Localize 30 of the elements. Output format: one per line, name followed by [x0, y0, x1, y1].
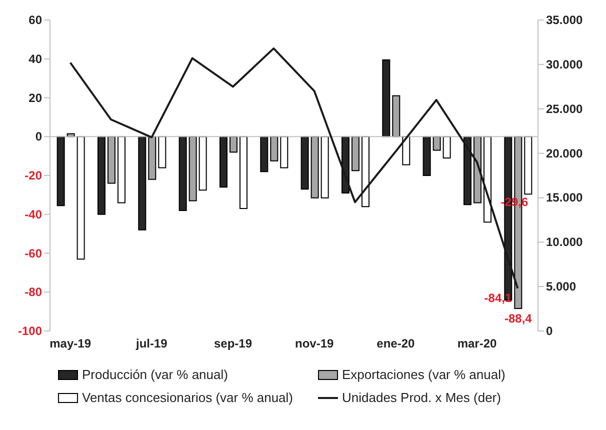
x-tick-label: nov-19 — [294, 336, 334, 351]
x-tick-label: ene-20 — [376, 336, 415, 351]
legend-label: Unidades Prod. x Mes (der) — [342, 390, 501, 405]
y2-tick-label: 20.000 — [546, 146, 584, 160]
y-tick-label: -60 — [24, 246, 42, 260]
x-tick-label: mar-20 — [457, 336, 498, 351]
x-tick-label: may-19 — [50, 336, 92, 351]
y2-tick-label: 30.000 — [546, 57, 584, 72]
y-tick-label: 0 — [35, 130, 42, 144]
legend-label: Ventas concesionarios (var % anual) — [82, 390, 294, 405]
y2-tick-label: 25.000 — [546, 102, 584, 116]
x-tick-label: sep-19 — [214, 336, 252, 351]
legend-label: Exportaciones (var % anual) — [342, 367, 506, 382]
y2-tick-label: 15.000 — [546, 190, 584, 205]
y-tick-label: -80 — [24, 285, 42, 300]
y-tick-label: -20 — [24, 168, 42, 182]
data-label: -88,4 — [504, 311, 532, 326]
y-tick-label: 20 — [28, 90, 42, 105]
data-label: -84,1 — [484, 291, 512, 306]
data-label: -29,6 — [500, 195, 528, 210]
legend-label: Producción (var % anual) — [82, 367, 228, 382]
y-tick-label: -40 — [24, 207, 42, 222]
y-tick-label: 40 — [28, 52, 42, 66]
y2-tick-label: 5.000 — [546, 280, 576, 294]
y-tick-label: 60 — [28, 13, 42, 27]
y2-tick-label: 35.000 — [546, 13, 584, 27]
y-tick-label: -100 — [18, 324, 42, 338]
y2-tick-label: 10.000 — [546, 235, 584, 250]
x-tick-label: jul-19 — [134, 336, 168, 351]
y2-tick-label: 0 — [546, 324, 553, 338]
